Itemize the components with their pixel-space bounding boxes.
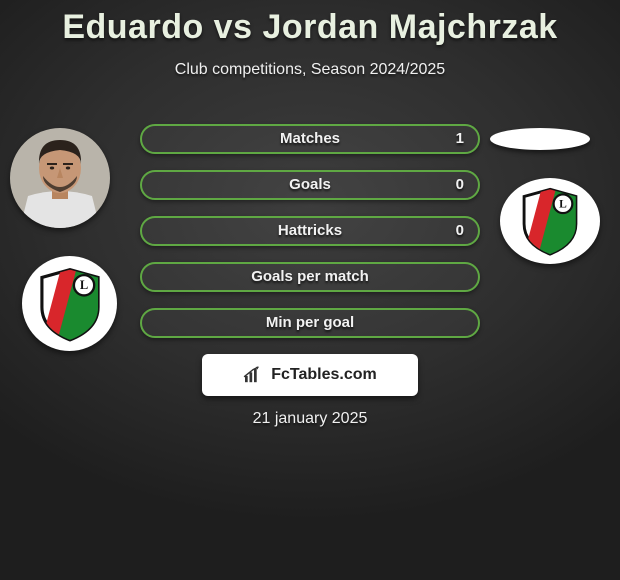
watermark: FcTables.com — [202, 354, 418, 396]
stat-value: 1 — [456, 126, 464, 152]
player-photo-svg — [10, 128, 110, 228]
player-photo-left — [10, 128, 110, 228]
club-crest-left: L — [22, 256, 117, 351]
club-crest-right: L — [500, 178, 600, 264]
crest-left-svg: L — [31, 265, 109, 343]
date: 21 january 2025 — [0, 410, 620, 428]
watermark-text: FcTables.com — [271, 366, 377, 384]
chart-icon — [243, 366, 265, 384]
stat-pills: Matches 1 Goals 0 Hattricks 0 Goals per … — [140, 124, 480, 354]
stat-label: Hattricks — [142, 218, 478, 244]
stat-row: Goals 0 — [140, 170, 480, 200]
crest-right-svg: L — [509, 185, 591, 257]
stat-row: Goals per match — [140, 262, 480, 292]
subtitle: Club competitions, Season 2024/2025 — [0, 61, 620, 79]
stat-row: Min per goal — [140, 308, 480, 338]
svg-text:L: L — [79, 278, 87, 292]
stat-value: 0 — [456, 172, 464, 198]
stat-label: Goals — [142, 172, 478, 198]
infographic: Eduardo vs Jordan Majchrzak Club competi… — [0, 0, 620, 580]
stat-label: Matches — [142, 126, 478, 152]
player-photo-right-placeholder — [490, 128, 590, 150]
page-title: Eduardo vs Jordan Majchrzak — [0, 8, 620, 47]
svg-text:L: L — [559, 198, 567, 210]
stat-value: 0 — [456, 218, 464, 244]
stat-label: Min per goal — [142, 310, 478, 336]
stat-label: Goals per match — [142, 264, 478, 290]
stat-row: Hattricks 0 — [140, 216, 480, 246]
stat-row: Matches 1 — [140, 124, 480, 154]
